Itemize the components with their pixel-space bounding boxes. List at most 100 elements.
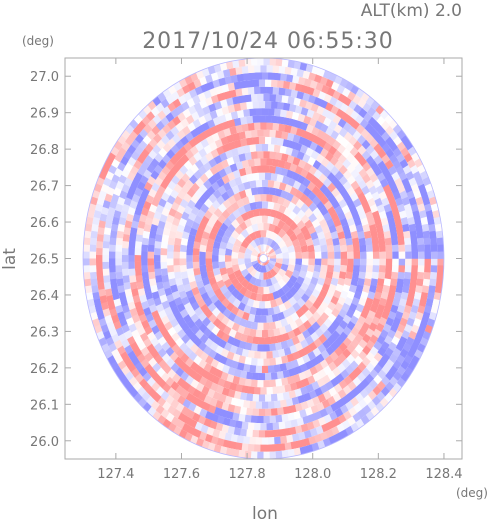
radar-cell	[186, 261, 194, 269]
radar-cell	[401, 177, 411, 188]
radar-cell	[240, 138, 248, 147]
radar-cell	[215, 85, 224, 95]
radar-cell	[362, 303, 372, 313]
radar-cell	[238, 318, 247, 327]
radar-cell	[186, 254, 193, 262]
radar-cell	[330, 277, 339, 287]
radar-cell	[165, 160, 175, 171]
radar-cell	[203, 327, 212, 338]
radar-cell	[126, 335, 136, 346]
radar-cell	[399, 210, 407, 220]
radar-cell	[390, 323, 399, 333]
radar-cell	[166, 214, 175, 224]
radar-cell	[204, 198, 213, 209]
radar-cell	[378, 316, 388, 327]
radar-cell	[244, 152, 252, 161]
radar-cell	[376, 204, 386, 214]
radar-cell	[249, 364, 257, 373]
radar-cell	[392, 298, 401, 308]
radar-cell	[251, 260, 258, 266]
radar-cell	[217, 321, 227, 332]
radar-cell	[232, 338, 241, 348]
radar-cell	[239, 406, 247, 415]
radar-cell	[281, 377, 289, 386]
radar-cell	[367, 291, 376, 300]
radar-cell	[86, 298, 95, 307]
radar-cell	[268, 248, 275, 255]
radar-cell	[340, 290, 349, 300]
radar-cell	[276, 252, 283, 259]
radar-cell	[252, 172, 260, 181]
radar-cell	[233, 139, 242, 149]
radar-cell	[227, 389, 236, 398]
radar-cell	[385, 298, 394, 307]
radar-cell	[415, 311, 424, 321]
radar-cell	[294, 119, 303, 129]
radar-cell	[353, 251, 361, 259]
radar-cell	[263, 222, 270, 231]
radar-cell	[392, 210, 401, 220]
radar-cell	[274, 320, 283, 329]
radar-cell	[100, 183, 110, 193]
radar-cell	[201, 121, 210, 132]
radar-cell	[281, 413, 289, 422]
radar-cell	[236, 233, 246, 243]
radar-cell	[251, 165, 258, 174]
radar-cell	[311, 396, 321, 406]
radar-cell	[305, 444, 314, 454]
radar-cell	[346, 153, 356, 164]
radar-cell	[185, 289, 194, 299]
radar-cell	[233, 368, 242, 378]
radar-cell	[347, 251, 354, 259]
x-unit-label: (deg)	[456, 486, 488, 500]
radar-cell	[235, 66, 243, 75]
radar-cell	[190, 301, 200, 311]
radar-cell	[283, 300, 292, 310]
radar-cell	[360, 251, 367, 259]
radar-cell	[141, 244, 149, 252]
radar-cell	[325, 271, 334, 280]
radar-cell	[250, 451, 258, 459]
radar-cell	[360, 291, 369, 300]
radar-cell	[190, 182, 200, 193]
radar-cell	[116, 230, 124, 239]
radar-cell	[367, 197, 376, 208]
radar-cell	[338, 164, 348, 175]
radar-cell	[117, 223, 125, 232]
radar-cell	[289, 321, 298, 331]
radar-cell	[319, 271, 327, 280]
radar-cell	[246, 209, 255, 219]
radar-cell	[244, 218, 253, 228]
radar-cell	[113, 209, 122, 219]
radar-cell	[160, 254, 167, 262]
radar-cell	[300, 121, 309, 131]
radar-cell	[203, 112, 213, 123]
radar-cell	[194, 188, 204, 199]
radar-cell	[308, 94, 317, 104]
radar-cell	[181, 230, 190, 240]
radar-cell	[305, 360, 314, 370]
radar-cell	[269, 379, 276, 388]
radar-cell	[201, 277, 210, 286]
radar-cell	[214, 100, 223, 110]
radar-cell	[266, 263, 273, 271]
radar-cell	[269, 343, 276, 352]
radar-cell	[261, 365, 269, 374]
radar-cell	[264, 300, 272, 309]
radar-cell	[160, 315, 170, 325]
radar-cell	[333, 244, 341, 253]
radar-cell	[199, 99, 208, 109]
radar-cell	[210, 413, 219, 423]
radar-cell	[143, 284, 152, 294]
radar-cell	[269, 251, 276, 257]
radar-cell	[286, 74, 294, 83]
radar-cell	[244, 58, 252, 67]
radar-cell	[292, 75, 300, 84]
radar-cell	[290, 126, 298, 135]
radar-cell	[298, 371, 307, 381]
radar-cell	[297, 348, 307, 358]
radar-cell	[204, 224, 213, 234]
radar-cell	[115, 203, 124, 213]
radar-cell	[225, 302, 235, 312]
radar-cell	[364, 191, 374, 202]
